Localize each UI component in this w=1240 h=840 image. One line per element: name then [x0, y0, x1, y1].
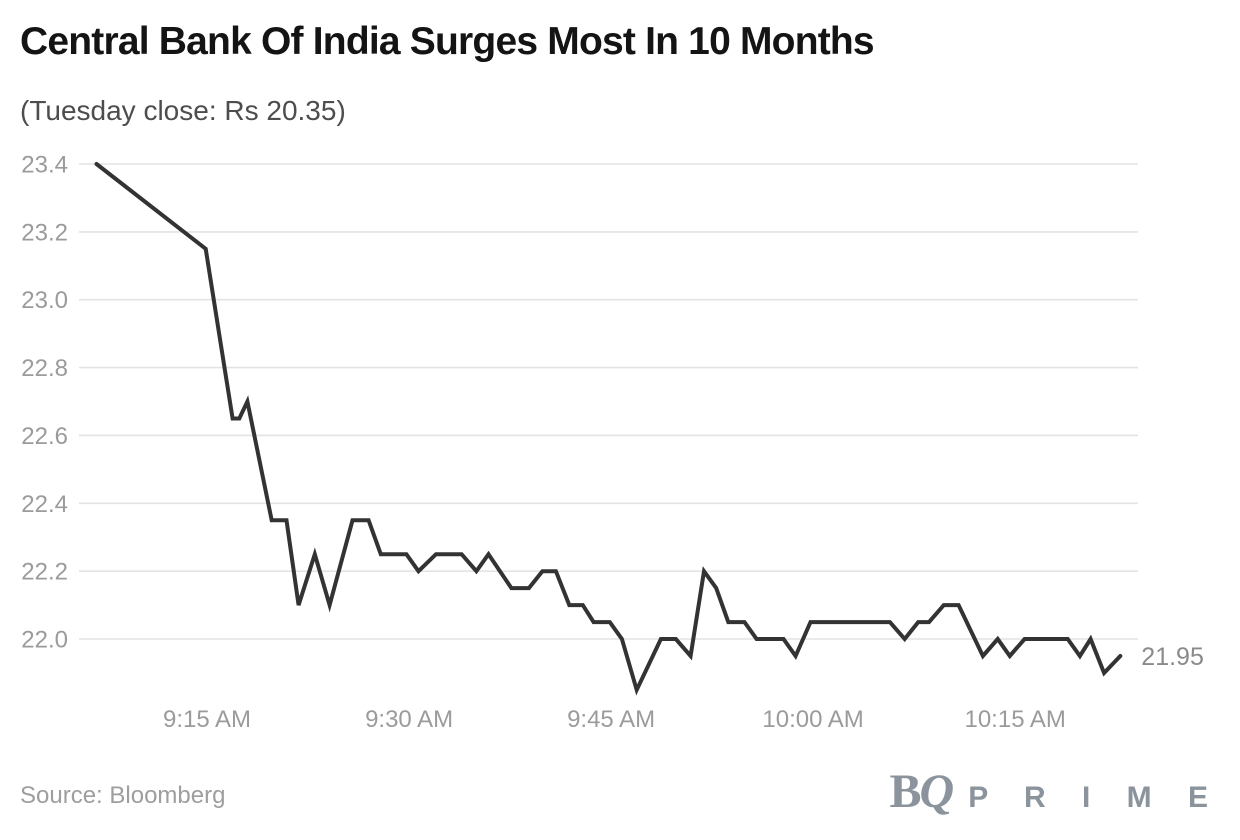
y-axis-tick-label: 23.4: [21, 152, 68, 179]
source-label: Source: Bloomberg: [20, 782, 226, 809]
y-axis-tick-label: 23.0: [21, 287, 68, 314]
page-title: Central Bank Of India Surges Most In 10 …: [20, 20, 875, 63]
x-axis-tick-label: 9:45 AM: [567, 706, 655, 733]
price-line-chart: 23.4 23.2 23.0 22.8 22.6 22.4 22.2 22.0 9:15 AM 9…: [21, 152, 1204, 734]
y-axis-tick-label: 23.2: [21, 219, 68, 246]
bqprime-logo: BQ P R I M E: [890, 764, 1223, 819]
y-axis-tick-label: 22.8: [21, 355, 68, 382]
last-price-label: 21.95: [1141, 643, 1204, 671]
x-axis-tick-label: 10:00 AM: [762, 706, 863, 733]
bq-logo-q: Q: [919, 765, 955, 818]
chart-subtitle: (Tuesday close: Rs 20.35): [20, 95, 346, 126]
price-line: [94, 162, 1123, 696]
x-axis-tick-label: 9:15 AM: [163, 706, 251, 733]
prime-logo-text: P R I M E: [968, 781, 1222, 814]
bq-logo-text: BQ: [889, 765, 955, 818]
y-axis-tick-label: 22.0: [21, 627, 68, 654]
x-axis-tick-label: 10:15 AM: [964, 706, 1065, 733]
x-axis-tick-label: 9:30 AM: [365, 706, 453, 733]
y-axis-tick-label: 22.6: [21, 423, 68, 450]
y-axis-tick-label: 22.2: [21, 559, 68, 586]
y-axis-tick-label: 22.4: [21, 491, 68, 518]
